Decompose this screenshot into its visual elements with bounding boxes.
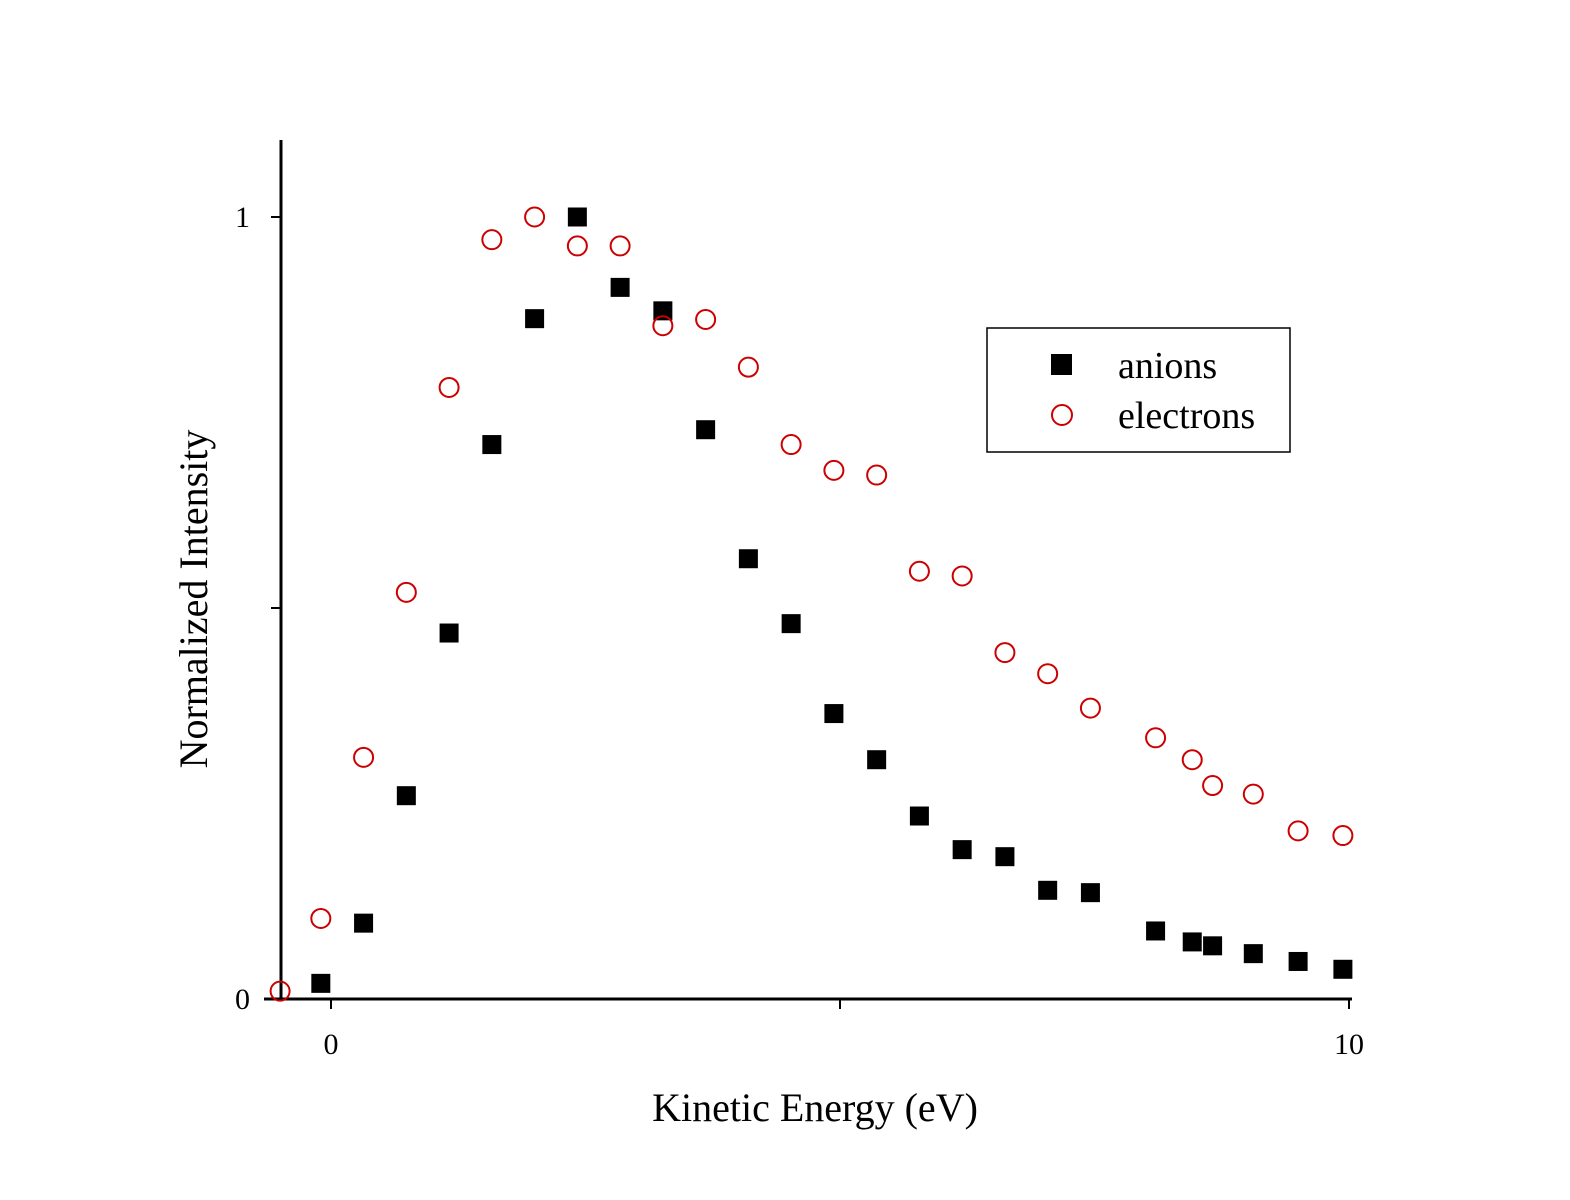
anions-point: [1146, 921, 1166, 941]
electrons-point: [1145, 727, 1167, 749]
anions-point: [1243, 944, 1263, 964]
legend-marker-electrons: [1051, 404, 1073, 426]
electrons-point: [1242, 783, 1264, 805]
electrons-point: [395, 581, 417, 603]
data-points: [269, 206, 1354, 1002]
electrons-point: [1181, 749, 1203, 771]
electrons-point: [823, 459, 845, 481]
anions-point: [781, 614, 801, 634]
anions-point: [567, 207, 587, 227]
anions-point: [1288, 951, 1308, 971]
anions-point: [995, 847, 1015, 867]
anions-point: [738, 549, 758, 569]
legend-marker-anions: [1051, 354, 1072, 375]
axes: [264, 140, 1352, 1001]
legend-label-anions: anions: [1118, 345, 1217, 387]
legend: anions electrons: [986, 327, 1291, 453]
electrons-point: [652, 315, 674, 337]
anions-point: [1038, 880, 1058, 900]
anions-point: [439, 623, 459, 643]
electrons-point: [524, 206, 546, 228]
y-axis-title: Normalized Intensity: [171, 430, 216, 769]
series-anions: [311, 207, 1353, 993]
electrons-point: [481, 229, 503, 251]
electrons-point: [1202, 775, 1224, 797]
y-tick-label: 0: [235, 983, 250, 1016]
anions-point: [525, 309, 545, 329]
electrons-point: [609, 235, 631, 257]
y-tick-label: 1: [235, 201, 250, 234]
electrons-point: [1079, 697, 1101, 719]
electrons-point: [695, 308, 717, 330]
electrons-point: [269, 980, 291, 1002]
anions-point: [610, 277, 630, 297]
electrons-point: [353, 746, 375, 768]
anions-point: [311, 973, 331, 993]
electrons-point: [566, 235, 588, 257]
anions-point: [482, 435, 502, 455]
anions-point: [952, 840, 972, 860]
electrons-point: [951, 565, 973, 587]
electrons-point: [780, 434, 802, 456]
anions-point: [1333, 959, 1353, 979]
x-axis-title: Kinetic Energy (eV): [652, 1085, 978, 1130]
electrons-point: [1037, 663, 1059, 685]
anions-point: [1182, 932, 1202, 952]
anions-point: [696, 420, 716, 440]
anions-point: [354, 913, 374, 933]
legend-label-electrons: electrons: [1118, 395, 1255, 437]
anions-point: [1080, 883, 1100, 903]
anions-point: [653, 301, 673, 321]
electrons-point: [310, 907, 332, 929]
anions-point: [396, 786, 416, 806]
electrons-point: [1332, 825, 1354, 847]
anions-point: [867, 750, 887, 770]
electrons-point: [1287, 820, 1309, 842]
electrons-point: [908, 560, 930, 582]
electrons-point: [438, 376, 460, 398]
anions-point: [1203, 936, 1223, 956]
x-tick-label: 10: [1334, 1028, 1364, 1061]
anions-point: [909, 806, 929, 826]
legend-box: [986, 327, 1291, 453]
x-tick-label: 0: [324, 1028, 339, 1061]
ticks: 0 10 0 1: [235, 201, 1364, 1061]
anions-point: [824, 704, 844, 724]
series-electrons: [269, 206, 1354, 1002]
electrons-point: [994, 642, 1016, 664]
electrons-point: [866, 464, 888, 486]
electrons-point: [737, 356, 759, 378]
